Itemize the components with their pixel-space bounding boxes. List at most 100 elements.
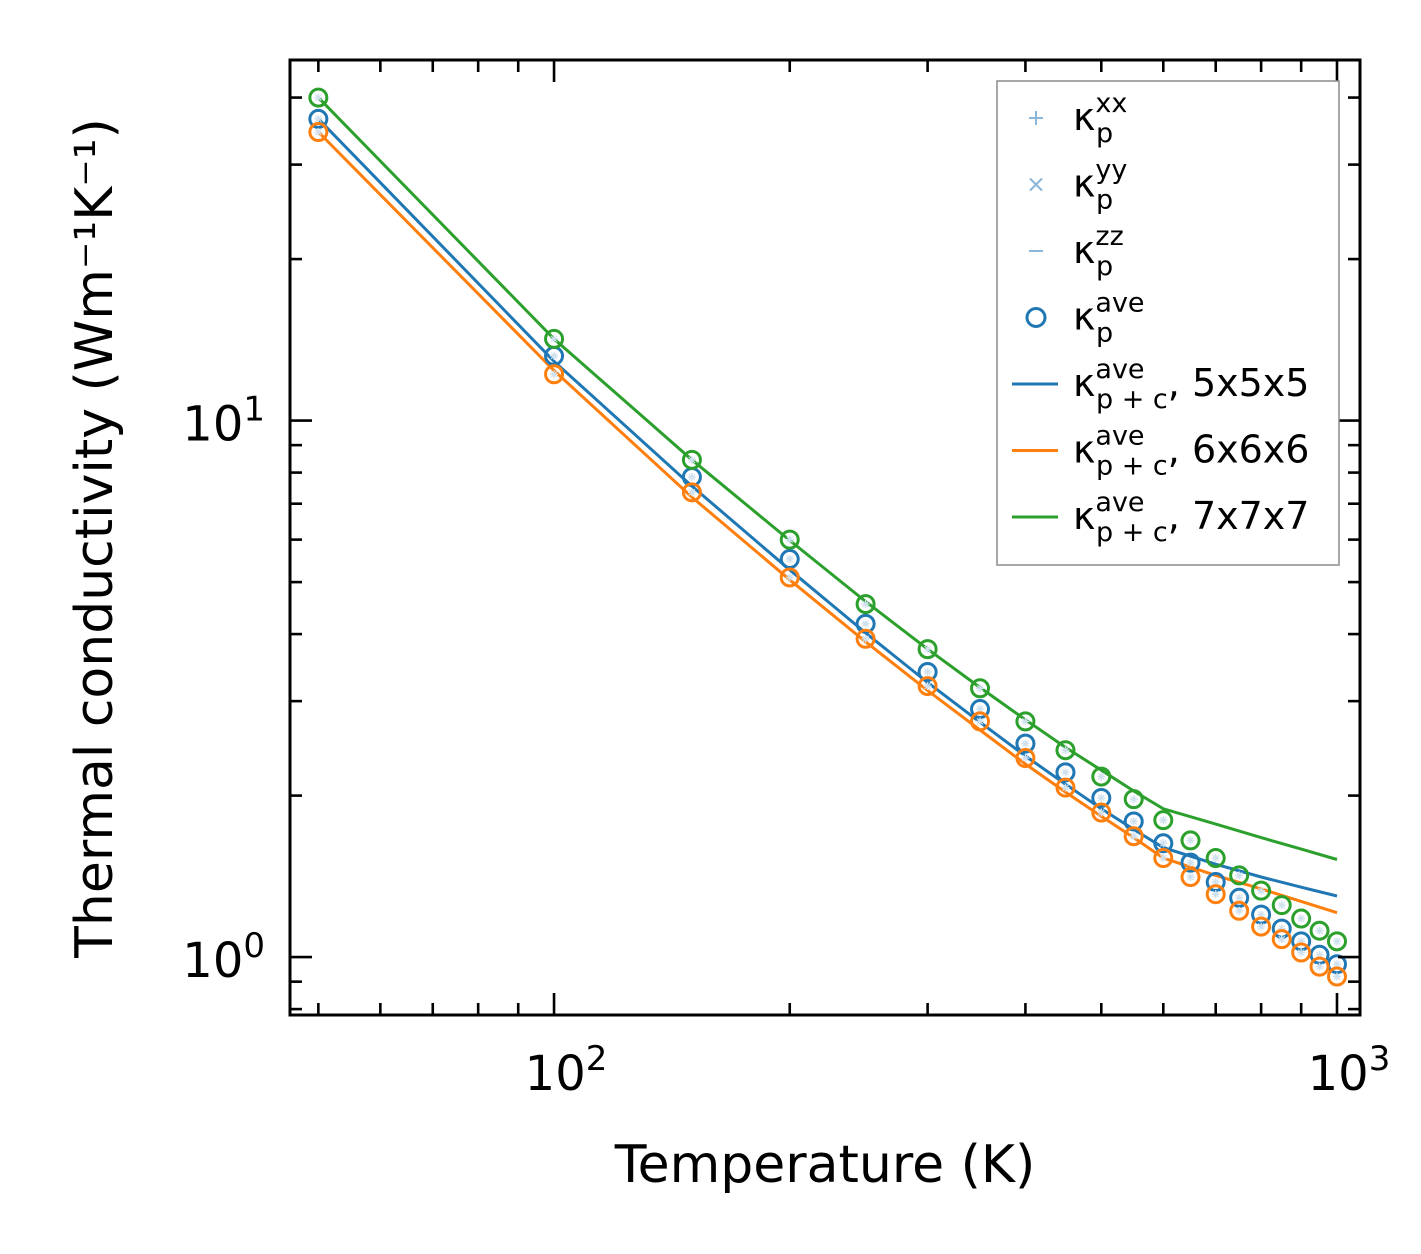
data-point-6x6x6 — [544, 364, 565, 385]
data-point-6x6x6 — [681, 482, 702, 503]
data-point-6x6x6 — [855, 628, 876, 649]
marker-cross-b — [688, 456, 696, 464]
marker-circle — [970, 711, 991, 732]
data-point-6x6x6 — [1326, 966, 1347, 987]
data-point-5x5x5 — [1180, 852, 1201, 873]
marker-cross-b — [1062, 768, 1069, 776]
legend-item: κave p + c, 6x6x6 — [1012, 421, 1309, 482]
marker-circle — [917, 676, 938, 697]
data-point-5x5x5 — [1123, 811, 1144, 832]
data-point-7x7x7 — [1180, 830, 1201, 851]
data-point-6x6x6 — [1123, 826, 1144, 847]
data-point-7x7x7 — [1229, 865, 1250, 886]
tick-labels: 102 103 100 101 — [182, 390, 1390, 1102]
marker-cross-b — [924, 668, 932, 676]
y-axis-label: Thermal conductivity (Wm⁻¹K⁻¹) — [65, 118, 125, 959]
marker-cross-b — [1257, 887, 1265, 895]
data-point-7x7x7 — [779, 529, 800, 550]
data-point-7x7x7 — [917, 639, 938, 660]
data-point-7x7x7 — [544, 328, 565, 349]
marker-cross-b — [1187, 836, 1194, 844]
marker-circle — [1153, 810, 1174, 831]
data-point-5x5x5 — [1153, 833, 1174, 854]
marker-cross-b — [862, 635, 870, 643]
data-point-6x6x6 — [1229, 900, 1250, 921]
marker-circle — [1229, 900, 1250, 921]
data-point-7x7x7 — [1153, 810, 1174, 831]
marker-circle — [1123, 789, 1144, 810]
marker-circle — [1251, 916, 1272, 937]
data-point-5x5x5 — [1015, 733, 1036, 754]
marker-cross-b — [1212, 854, 1220, 862]
marker-cross-b — [314, 115, 322, 123]
data-point-6x6x6 — [779, 567, 800, 588]
marker-circle — [1205, 884, 1226, 905]
data-point-7x7x7 — [1271, 895, 1292, 916]
data-point-5x5x5 — [855, 613, 876, 634]
marker-cross-b — [688, 488, 696, 496]
legend-item: κzz p — [1029, 221, 1124, 282]
y-tick-label: 101 — [182, 390, 265, 453]
marker-circle — [855, 594, 876, 615]
marker-cross-b — [1159, 816, 1167, 824]
marker-circle — [1015, 748, 1036, 769]
data-point-6x6x6 — [1309, 956, 1330, 977]
data-point-6x6x6 — [1251, 916, 1272, 937]
marker-cross-b — [1022, 717, 1029, 725]
legend-label: κave p + c, 6x6x6 — [1073, 421, 1309, 482]
marker-circle — [1180, 852, 1201, 873]
data-point-7x7x7 — [308, 87, 329, 108]
data-point-6x6x6 — [1015, 748, 1036, 769]
marker-circle — [1291, 942, 1312, 963]
marker-cross-b — [1097, 773, 1105, 781]
marker-cross-b — [1187, 859, 1194, 867]
plot-frame — [288, 58, 1362, 1017]
marker-cross-b — [1278, 901, 1286, 909]
data-point-6x6x6 — [1055, 777, 1076, 798]
marker-circle — [1205, 848, 1226, 869]
marker-cross-b — [1130, 818, 1138, 825]
data-point-7x7x7 — [1251, 880, 1272, 901]
marker-cross-b — [1097, 809, 1105, 816]
legend-circle — [1025, 307, 1047, 328]
marker-cross-b — [1022, 754, 1029, 762]
marker-cross-b — [1062, 746, 1069, 754]
data-point-6x6x6 — [970, 711, 991, 732]
series-lines — [317, 96, 1338, 915]
marker-cross-b — [786, 574, 794, 581]
marker-cross-b — [976, 705, 984, 713]
marker-circle — [681, 482, 702, 503]
legend-cross-b — [1029, 177, 1043, 192]
marker-cross-b — [786, 555, 794, 563]
marker-cross-b — [314, 128, 322, 136]
marker-cross-b — [1235, 894, 1243, 902]
marker-circle — [779, 529, 800, 550]
marker-cross-b — [1130, 832, 1138, 840]
marker-circle — [1091, 787, 1112, 808]
marker-circle — [1180, 830, 1201, 851]
data-point-5x5x5 — [308, 108, 329, 129]
data-point-5x5x5 — [1229, 887, 1250, 908]
series-line-7x7x7 — [317, 96, 1338, 861]
marker-cross-b — [862, 600, 870, 608]
marker-cross-b — [1187, 873, 1194, 881]
marker-cross-b — [1278, 935, 1286, 943]
legend-item: κxx p — [1029, 88, 1127, 149]
marker-circle — [1123, 826, 1144, 847]
marker-cross-b — [1316, 927, 1323, 935]
legend-item: κave p + c, 5x5x5 — [1012, 354, 1309, 415]
data-point-7x7x7 — [1015, 711, 1036, 732]
marker-circle — [917, 639, 938, 660]
marker-cross-b — [1333, 960, 1341, 968]
legend-label: κxx p — [1073, 88, 1127, 149]
marker-cross-b — [862, 620, 870, 628]
marker-circle — [970, 678, 991, 699]
series-line-5x5x5 — [317, 117, 1338, 898]
marker-cross-b — [1297, 915, 1305, 922]
marker-circle — [1055, 740, 1076, 761]
data-point-7x7x7 — [1091, 766, 1112, 787]
marker-circle — [1251, 880, 1272, 901]
marker-circle — [1229, 865, 1250, 886]
data-point-7x7x7 — [1309, 920, 1330, 941]
